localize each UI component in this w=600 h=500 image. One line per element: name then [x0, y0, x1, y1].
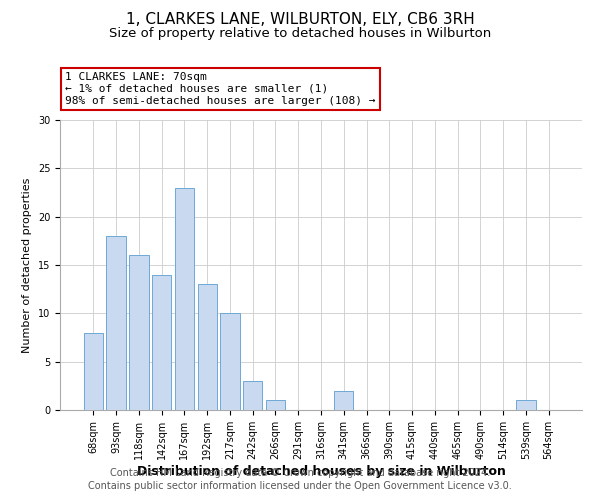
Bar [243, 381, 262, 410]
Bar [84, 332, 103, 410]
Text: Contains public sector information licensed under the Open Government Licence v3: Contains public sector information licen… [88, 481, 512, 491]
Bar [129, 256, 149, 410]
X-axis label: Distribution of detached houses by size in Wilburton: Distribution of detached houses by size … [137, 464, 505, 477]
Bar [220, 314, 239, 410]
Text: 1 CLARKES LANE: 70sqm
← 1% of detached houses are smaller (1)
98% of semi-detach: 1 CLARKES LANE: 70sqm ← 1% of detached h… [65, 72, 376, 106]
Bar [266, 400, 285, 410]
Text: Contains HM Land Registry data © Crown copyright and database right 2024.: Contains HM Land Registry data © Crown c… [110, 468, 490, 477]
Bar [516, 400, 536, 410]
Text: Size of property relative to detached houses in Wilburton: Size of property relative to detached ho… [109, 28, 491, 40]
Bar [152, 274, 172, 410]
Y-axis label: Number of detached properties: Number of detached properties [22, 178, 32, 352]
Bar [175, 188, 194, 410]
Text: 1, CLARKES LANE, WILBURTON, ELY, CB6 3RH: 1, CLARKES LANE, WILBURTON, ELY, CB6 3RH [125, 12, 475, 28]
Bar [197, 284, 217, 410]
Bar [106, 236, 126, 410]
Bar [334, 390, 353, 410]
